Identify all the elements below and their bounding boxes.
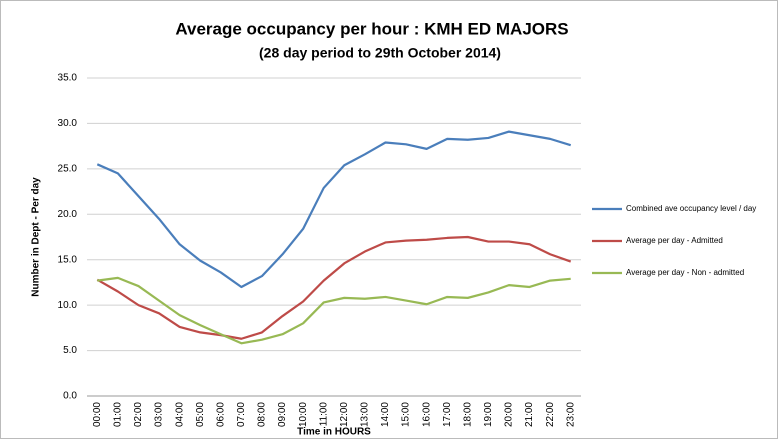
- x-tick-label: 22:00: [545, 402, 556, 427]
- y-tick-label: 10.0: [58, 300, 78, 311]
- line-series: [96, 130, 572, 289]
- y-tick-label: 25.0: [58, 163, 78, 174]
- y-tick-label: 30.0: [58, 118, 78, 129]
- y-tick-label: 5.0: [63, 345, 77, 356]
- x-tick-label: 01:00: [113, 402, 124, 427]
- chart-subtitle: (28 day period to 29th October 2014): [259, 45, 501, 61]
- x-tick-label: 17:00: [442, 402, 453, 427]
- x-tick-label: 08:00: [257, 402, 268, 427]
- line-series: [97, 276, 571, 345]
- y-tick-label: 35.0: [58, 73, 78, 84]
- x-tick-label: 16:00: [421, 402, 432, 427]
- x-tick-label: 02:00: [133, 402, 144, 427]
- x-tick-label: 12:00: [339, 402, 350, 427]
- line-series: [96, 235, 572, 340]
- x-tick-label: 11:00: [318, 402, 329, 427]
- x-tick-label: 05:00: [195, 402, 206, 427]
- x-tick-label: 03:00: [154, 402, 165, 427]
- x-tick-label: 13:00: [360, 402, 371, 427]
- y-tick-label: 15.0: [58, 254, 78, 265]
- chart-title: Average occupancy per hour : KMH ED MAJO…: [175, 19, 568, 38]
- x-tick-label: 19:00: [483, 402, 494, 427]
- y-tick-label: 20.0: [58, 209, 78, 220]
- x-tick-label: 15:00: [401, 402, 412, 427]
- x-tick-label: 09:00: [277, 402, 288, 427]
- legend-label: Average per day - Non - admitted: [626, 268, 744, 277]
- x-axis-label: Time in HOURS: [297, 427, 371, 438]
- legend-label: Average per day - Admitted: [626, 236, 723, 245]
- x-tick-label: 07:00: [236, 402, 247, 427]
- x-tick-label: 18:00: [462, 402, 473, 427]
- x-tick-label: 20:00: [504, 402, 515, 427]
- y-axis-label: Number in Dept - Per day: [31, 177, 42, 297]
- x-tick-label: 14:00: [380, 402, 391, 427]
- x-tick-label: 00:00: [92, 402, 103, 427]
- y-tick-label: 0.0: [63, 391, 77, 402]
- x-tick-label: 21:00: [524, 402, 535, 427]
- legend-label: Combined ave occupancy level / day: [626, 204, 756, 213]
- x-tick-label: 06:00: [215, 402, 226, 427]
- x-tick-label: 23:00: [565, 402, 576, 427]
- x-tick-label: 04:00: [174, 402, 185, 427]
- x-tick-label: 10:00: [298, 402, 309, 427]
